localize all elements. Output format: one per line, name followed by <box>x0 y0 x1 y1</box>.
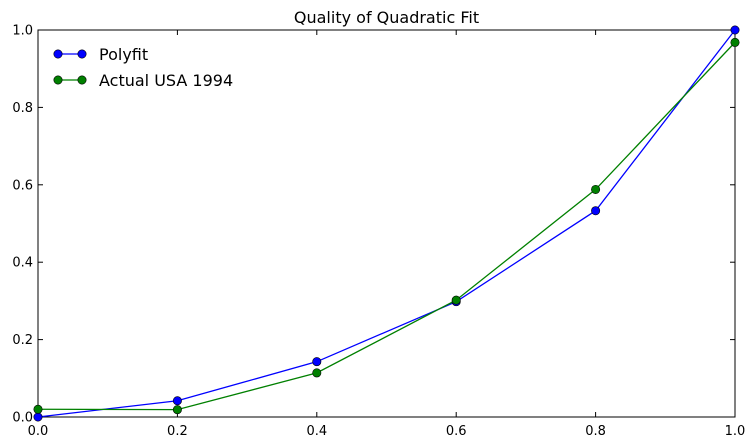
axis-ticks: 0.0 0.2 0.4 0.6 0.8 1.0 0.0 0.2 0.4 0.6 0.8 1.0 <box>12 24 745 440</box>
legend-marker <box>53 75 63 85</box>
data-point <box>591 184 601 194</box>
y-tick-label: 1.0 <box>12 24 33 39</box>
x-tick-label: 1.0 <box>725 424 746 439</box>
x-tick-label: 0.2 <box>167 424 188 439</box>
series-line <box>37 29 736 418</box>
x-tick-label: 0.0 <box>28 424 49 439</box>
data-point <box>730 25 740 35</box>
data-point <box>33 404 43 414</box>
legend-marker <box>53 49 63 59</box>
y-tick-label: 0.8 <box>12 101 33 116</box>
x-tick-label: 0.8 <box>585 424 606 439</box>
data-point <box>312 357 322 367</box>
legend-marker <box>77 49 87 59</box>
x-tick-label: 0.4 <box>306 424 327 439</box>
y-tick-label: 0.4 <box>12 256 33 271</box>
plot-area <box>37 29 736 418</box>
data-point <box>172 405 182 415</box>
data-point <box>312 368 322 378</box>
data-point <box>172 396 182 406</box>
y-tick-label: 0.2 <box>12 333 33 348</box>
legend: Polyfit Actual USA 1994 <box>53 45 233 90</box>
series-1 <box>33 37 740 415</box>
legend-marker <box>77 75 87 85</box>
data-point <box>33 412 43 422</box>
legend-label: Polyfit <box>99 45 148 64</box>
data-point <box>591 206 601 216</box>
y-tick-label: 0.0 <box>12 411 33 426</box>
y-tick-label: 0.6 <box>12 178 33 193</box>
data-point <box>451 295 461 305</box>
legend-label: Actual USA 1994 <box>99 71 233 90</box>
series-layer <box>33 25 740 422</box>
plot-frame <box>37 29 736 418</box>
x-tick-label: 0.6 <box>446 424 467 439</box>
series-line <box>37 41 736 411</box>
chart-title: Quality of Quadratic Fit <box>294 8 479 27</box>
data-point <box>730 37 740 47</box>
